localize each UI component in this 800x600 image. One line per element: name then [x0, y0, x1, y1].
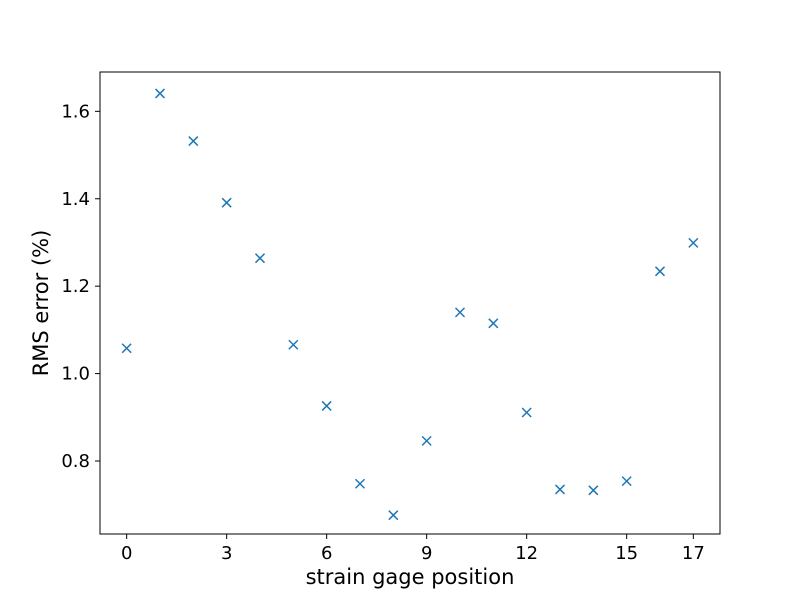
data-point	[221, 197, 232, 208]
x-axis-label: strain gage position	[306, 565, 515, 589]
y-axis-ticks: 0.8 1.0 1.2 1.4 1.6	[61, 101, 100, 472]
y-tick-label: 0.8	[61, 451, 90, 472]
data-point	[588, 485, 599, 496]
x-tick-label: 0	[121, 543, 132, 564]
data-point	[688, 237, 699, 248]
data-point	[188, 136, 199, 147]
x-tick-label: 17	[682, 543, 705, 564]
data-point	[154, 88, 166, 99]
y-tick-label: 1.6	[61, 101, 90, 122]
y-axis-label: RMS error (%)	[29, 230, 53, 377]
data-point	[321, 400, 332, 411]
x-tick-label: 12	[515, 543, 538, 564]
y-tick-label: 1.0	[61, 364, 90, 385]
data-point	[621, 476, 632, 487]
data-point	[121, 343, 132, 354]
data-point	[388, 510, 399, 521]
data-point	[488, 318, 499, 329]
data-point	[288, 339, 299, 350]
x-tick-label: 3	[221, 543, 232, 564]
y-tick-label: 1.4	[61, 189, 90, 210]
x-axis-ticks: 0 3 6 9 12 15 17	[121, 534, 705, 564]
data-point	[654, 266, 666, 277]
data-point	[521, 407, 532, 418]
x-tick-label: 15	[615, 543, 638, 564]
x-tick-label: 9	[421, 543, 432, 564]
plot-area-frame	[99, 71, 721, 535]
data-points	[121, 88, 699, 521]
y-tick-label: 1.2	[61, 276, 90, 297]
data-point	[421, 435, 432, 446]
x-tick-label: 6	[321, 543, 332, 564]
data-point	[454, 307, 466, 318]
data-point	[554, 484, 566, 495]
data-point	[354, 478, 366, 489]
data-point	[254, 253, 266, 264]
